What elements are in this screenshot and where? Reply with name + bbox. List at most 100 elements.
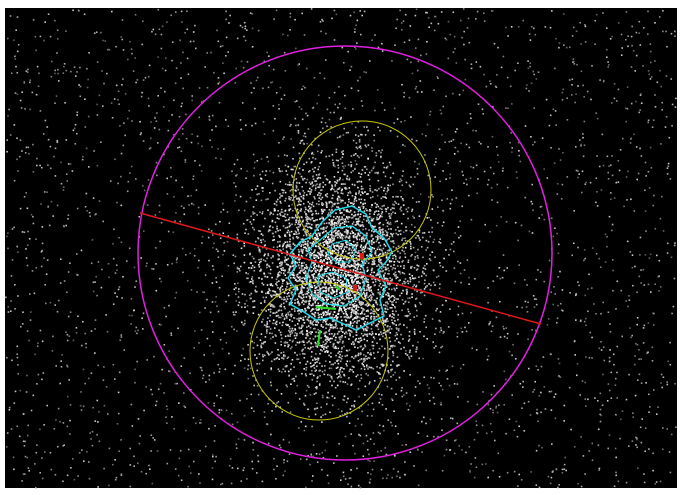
pixel [200, 422, 202, 424]
pixel [310, 332, 312, 335]
pixel [415, 285, 417, 288]
pixel [428, 231, 430, 233]
pixel [341, 413, 344, 416]
pixel [345, 229, 348, 231]
pixel [314, 267, 317, 270]
pixel [299, 276, 301, 278]
pixel [639, 147, 641, 150]
pixel [306, 329, 308, 332]
pixel [342, 234, 345, 237]
pixel [115, 476, 118, 479]
pixel [409, 312, 411, 315]
pixel [269, 170, 271, 172]
pixel [233, 328, 235, 331]
pixel [315, 293, 317, 295]
pixel [198, 87, 201, 89]
pixel [377, 264, 380, 266]
pixel [102, 379, 105, 381]
pixel [134, 57, 136, 59]
pixel [14, 58, 17, 60]
pixel [361, 312, 363, 315]
pixel [257, 313, 260, 316]
pixel [382, 322, 385, 325]
pixel [263, 60, 266, 62]
pixel [334, 181, 336, 183]
pixel [290, 196, 292, 199]
pixel [320, 324, 323, 326]
pixel [120, 204, 123, 207]
pixel [242, 347, 244, 350]
pixel [304, 231, 307, 234]
pixel [174, 220, 176, 222]
pixel [389, 325, 391, 328]
pixel [236, 330, 238, 332]
pixel [294, 324, 296, 327]
pixel [212, 352, 215, 355]
pixel [319, 242, 322, 245]
pixel [168, 304, 170, 307]
pixel [585, 405, 587, 407]
pixel [413, 465, 415, 467]
pixel [536, 408, 538, 411]
pixel [561, 289, 564, 291]
pixel [348, 294, 350, 297]
pixel [599, 79, 601, 81]
pixel [214, 460, 216, 463]
pixel [377, 254, 380, 257]
pixel [341, 348, 343, 350]
pixel [10, 275, 13, 277]
pixel [431, 318, 434, 320]
pixel [180, 105, 183, 108]
pixel [155, 120, 158, 123]
pixel [292, 288, 295, 291]
pixel [295, 47, 297, 50]
pixel [345, 363, 348, 365]
pixel [115, 45, 117, 48]
pixel [635, 146, 638, 148]
pixel [253, 266, 256, 269]
pixel [651, 346, 654, 349]
pixel [532, 209, 534, 212]
pixel [143, 230, 145, 232]
pixel [336, 231, 339, 234]
pixel [95, 275, 97, 278]
pixel [390, 345, 392, 348]
pixel [645, 175, 647, 177]
pixel [151, 30, 153, 33]
pixel [656, 413, 658, 415]
pixel [120, 439, 122, 441]
pixel [312, 156, 314, 159]
pixel [246, 219, 248, 221]
pixel [291, 308, 293, 310]
pixel [288, 205, 290, 207]
pixel [212, 331, 214, 333]
pixel [608, 165, 610, 167]
pixel [337, 159, 339, 162]
pixel [644, 427, 647, 429]
pixel [625, 176, 628, 178]
pixel [620, 418, 622, 421]
pixel [401, 387, 403, 389]
pixel [421, 133, 424, 135]
pixel [44, 451, 46, 453]
pixel [351, 202, 353, 204]
pixel [128, 314, 131, 317]
pixel [79, 404, 82, 407]
pixel [286, 298, 289, 300]
pixel [140, 470, 143, 473]
pixel [144, 76, 147, 79]
pixel [69, 419, 71, 422]
pixel [404, 256, 407, 258]
pixel [595, 313, 597, 315]
pixel [208, 259, 210, 262]
pixel [340, 309, 342, 311]
pixel [354, 277, 357, 280]
pixel [219, 368, 221, 370]
pixel [377, 431, 380, 434]
pixel [399, 265, 402, 268]
pixel [205, 381, 207, 383]
pixel [430, 376, 432, 379]
pixel [114, 158, 116, 161]
pixel [511, 103, 513, 105]
pixel [517, 62, 519, 64]
